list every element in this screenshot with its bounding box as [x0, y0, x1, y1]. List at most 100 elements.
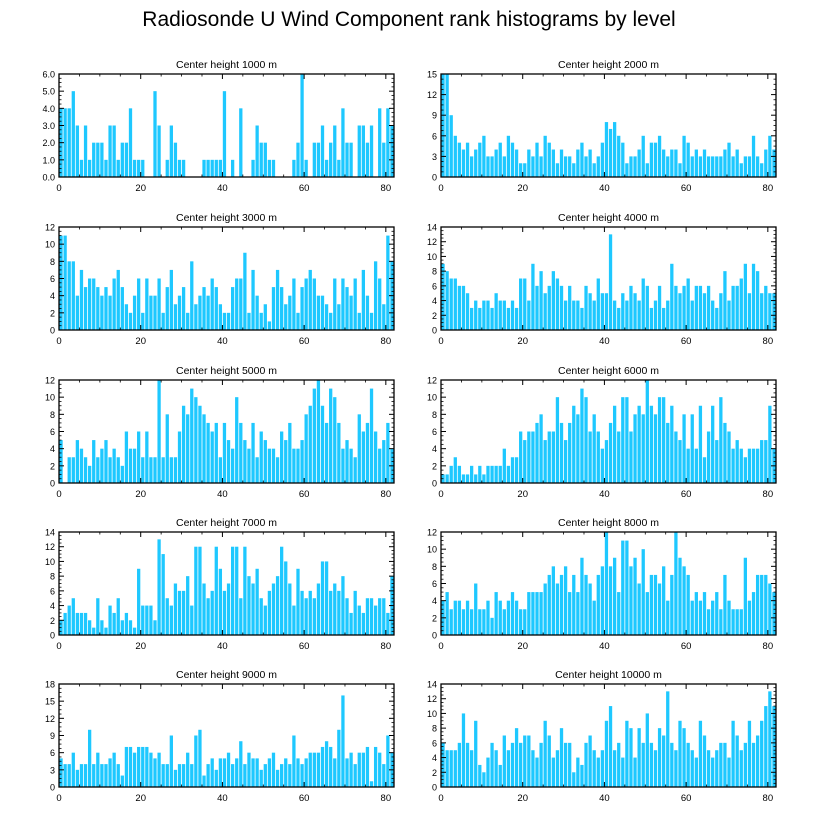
histogram-bar — [333, 278, 337, 330]
histogram-bar — [633, 414, 637, 483]
histogram-bar — [723, 271, 727, 330]
y-tick-label: 2 — [432, 768, 437, 778]
histogram-bar — [280, 287, 284, 330]
histogram-bar — [682, 566, 686, 635]
histogram-bar — [621, 397, 625, 483]
histogram-bar — [568, 422, 572, 483]
histogram-bar — [157, 125, 161, 177]
histogram-bar — [531, 263, 535, 330]
histogram-bar — [674, 532, 678, 635]
histogram-bar — [333, 397, 337, 483]
histogram-bar — [551, 566, 555, 635]
y-tick-label: 10 — [45, 240, 55, 250]
histogram-bar — [345, 758, 349, 787]
page-title: Radiosonde U Wind Component rank histogr… — [142, 8, 676, 31]
histogram-bar — [149, 605, 153, 635]
histogram-bar — [453, 278, 457, 330]
x-tick-label: 80 — [763, 793, 774, 804]
histogram-bar — [357, 312, 361, 330]
histogram-bar — [572, 574, 576, 635]
histogram-bar — [271, 583, 276, 635]
histogram-bar — [478, 609, 482, 635]
histogram-bar — [300, 764, 304, 787]
histogram-bar — [145, 278, 149, 330]
x-tick-label: 40 — [217, 489, 228, 500]
histogram-bar — [218, 457, 223, 483]
histogram-bar — [386, 422, 390, 483]
histogram-bar — [300, 440, 304, 483]
histogram-bar — [629, 156, 633, 177]
histogram-bar — [686, 142, 690, 177]
histogram-bar — [71, 457, 75, 483]
histogram-bar — [600, 293, 605, 330]
histogram-bar — [743, 742, 748, 787]
histogram-bar — [243, 546, 247, 635]
histogram-bar — [181, 159, 186, 177]
histogram-bar — [275, 457, 280, 483]
panel-title: Center height 9000 m — [176, 669, 277, 681]
histogram-bar — [617, 592, 621, 635]
histogram-bar — [543, 293, 547, 330]
histogram-bar — [243, 252, 247, 330]
histogram-bar — [292, 448, 296, 483]
histogram-bar — [104, 287, 108, 330]
histogram-bar — [288, 764, 292, 787]
histogram-bar — [186, 312, 190, 330]
histogram-bar — [337, 159, 341, 177]
histogram-bar — [519, 163, 523, 177]
histogram-bar — [194, 735, 198, 787]
histogram-bar — [711, 156, 715, 177]
histogram-bar — [382, 598, 386, 635]
y-tick-label: 3.0 — [42, 121, 55, 131]
histogram-bar — [637, 583, 641, 635]
histogram-bar — [300, 74, 304, 177]
histogram-bar — [329, 388, 333, 483]
histogram-bar — [645, 713, 649, 787]
histogram-bar — [751, 263, 756, 330]
histogram-bar — [486, 156, 490, 177]
histogram-bar — [621, 293, 625, 330]
histogram-bar — [490, 465, 494, 483]
histogram-bar — [235, 546, 239, 635]
histogram-bar — [711, 600, 715, 635]
y-tick-label: 10 — [45, 557, 55, 567]
histogram-bar — [486, 600, 490, 635]
histogram-bar — [670, 742, 674, 787]
histogram-bar — [349, 295, 353, 330]
histogram-bar — [486, 300, 490, 330]
histogram-bar — [682, 285, 686, 330]
histogram-bar — [588, 293, 592, 330]
histogram-bar — [551, 431, 555, 483]
histogram-bar — [535, 422, 539, 483]
histogram-bar — [539, 742, 543, 787]
histogram-bar — [96, 287, 100, 330]
x-tick-label: 0 — [438, 489, 443, 500]
x-tick-label: 60 — [299, 793, 310, 804]
histogram-bar — [316, 752, 321, 787]
y-tick-label: 8 — [432, 410, 437, 420]
histogram-bar — [637, 300, 641, 330]
histogram-bar — [235, 278, 239, 330]
x-tick-label: 0 — [438, 183, 443, 194]
histogram-bar — [641, 742, 645, 787]
histogram-bar — [296, 758, 300, 787]
histogram-bar — [608, 706, 613, 787]
panel-title: Center height 8000 m — [558, 517, 659, 529]
histogram-bar — [181, 287, 186, 330]
histogram-bar — [576, 149, 580, 177]
histogram-bar — [361, 431, 366, 483]
histogram-bar — [312, 142, 316, 177]
histogram-bar — [312, 388, 316, 483]
histogram-bar — [649, 574, 654, 635]
histogram-bar — [198, 295, 202, 330]
histogram-bar — [373, 261, 378, 330]
histogram-bar — [149, 752, 153, 787]
histogram-bar — [218, 304, 223, 330]
histogram-bar — [563, 300, 568, 330]
x-tick-label: 60 — [681, 793, 692, 804]
histogram-bar — [539, 414, 543, 483]
histogram-bar — [75, 769, 80, 787]
x-tick-label: 60 — [681, 336, 692, 347]
histogram-bar — [124, 304, 129, 330]
histogram-bar — [63, 235, 67, 330]
